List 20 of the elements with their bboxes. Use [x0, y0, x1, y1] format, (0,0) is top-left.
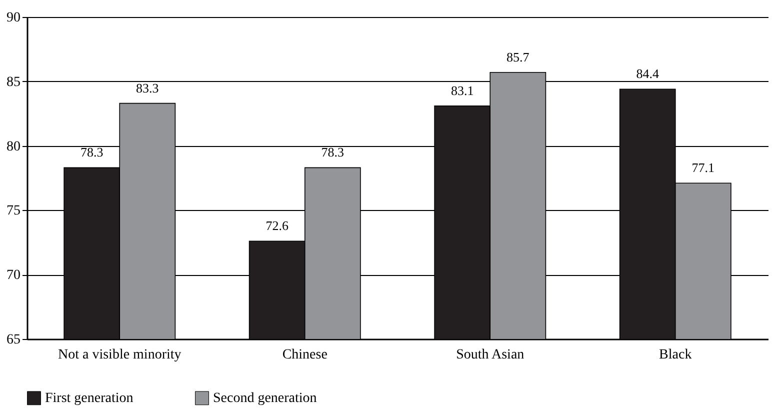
- x-tick-label: South Asian: [456, 348, 524, 362]
- legend-label: First generation: [45, 391, 134, 406]
- y-tick-label: 80: [6, 139, 20, 154]
- data-label: 84.4: [636, 66, 660, 82]
- x-tick-label: Black: [659, 348, 692, 362]
- data-label: 83.3: [136, 80, 159, 96]
- data-label: 78.3: [321, 144, 344, 160]
- data-label: 77.1: [692, 160, 715, 176]
- x-tick-label: Not a visible minority: [58, 348, 182, 362]
- data-label: 78.3: [80, 144, 104, 160]
- x-tick-label: Chinese: [282, 348, 328, 362]
- y-tick-label: 90: [6, 10, 20, 26]
- data-label: 85.7: [506, 49, 530, 64]
- y-tick-label: 65: [6, 332, 20, 348]
- data-label: 83.1: [450, 82, 474, 98]
- y-tick-label: 75: [6, 204, 20, 219]
- y-tick-label: 70: [6, 268, 20, 284]
- data-label: 72.6: [266, 218, 289, 234]
- y-tick-label: 85: [6, 74, 20, 90]
- legend-label: Second generation: [213, 391, 317, 406]
